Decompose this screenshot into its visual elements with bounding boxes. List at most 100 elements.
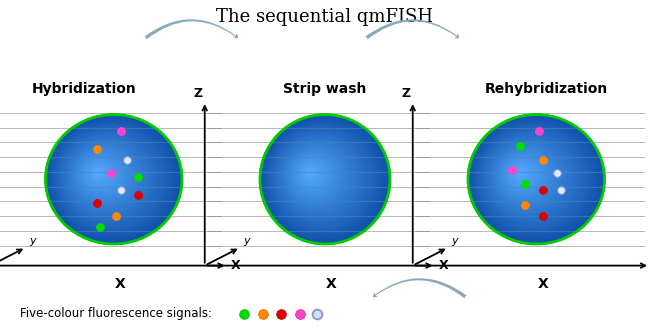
Ellipse shape	[307, 171, 311, 175]
Ellipse shape	[506, 158, 541, 191]
Ellipse shape	[270, 126, 374, 230]
Ellipse shape	[288, 148, 344, 203]
Ellipse shape	[83, 157, 120, 193]
Ellipse shape	[71, 143, 140, 208]
Ellipse shape	[296, 158, 330, 191]
Ellipse shape	[262, 117, 386, 241]
Text: y: y	[452, 236, 458, 246]
Ellipse shape	[60, 132, 157, 223]
Text: X: X	[231, 259, 240, 272]
Ellipse shape	[495, 145, 560, 207]
Ellipse shape	[267, 123, 378, 233]
Ellipse shape	[470, 117, 601, 241]
Text: y: y	[29, 236, 36, 246]
Ellipse shape	[302, 165, 319, 182]
Ellipse shape	[483, 132, 579, 223]
Ellipse shape	[294, 155, 333, 194]
Ellipse shape	[270, 127, 372, 228]
Ellipse shape	[511, 164, 532, 184]
Ellipse shape	[95, 171, 99, 175]
Ellipse shape	[66, 138, 148, 216]
Text: Hybridization: Hybridization	[32, 82, 137, 96]
Ellipse shape	[474, 122, 594, 235]
Ellipse shape	[280, 138, 358, 216]
Ellipse shape	[46, 116, 180, 242]
Ellipse shape	[91, 167, 105, 180]
Ellipse shape	[92, 168, 103, 178]
Ellipse shape	[94, 170, 101, 177]
Ellipse shape	[496, 146, 558, 205]
Ellipse shape	[90, 165, 108, 182]
Ellipse shape	[75, 148, 133, 203]
Text: Five-colour fluorescence signals:: Five-colour fluorescence signals:	[20, 307, 211, 320]
Text: Z: Z	[402, 87, 411, 100]
Ellipse shape	[300, 162, 323, 186]
Ellipse shape	[72, 145, 138, 207]
Ellipse shape	[81, 155, 123, 194]
Ellipse shape	[85, 160, 116, 189]
Ellipse shape	[298, 160, 328, 189]
Ellipse shape	[79, 152, 127, 198]
Ellipse shape	[64, 136, 150, 217]
Ellipse shape	[482, 130, 581, 225]
Ellipse shape	[70, 142, 142, 210]
Ellipse shape	[278, 136, 360, 217]
Ellipse shape	[292, 154, 335, 196]
Ellipse shape	[491, 140, 566, 212]
Ellipse shape	[45, 114, 182, 244]
Ellipse shape	[500, 151, 551, 200]
Ellipse shape	[514, 167, 528, 180]
Ellipse shape	[68, 140, 144, 212]
Ellipse shape	[53, 123, 170, 233]
Ellipse shape	[50, 120, 174, 237]
Ellipse shape	[504, 155, 545, 194]
Ellipse shape	[274, 132, 366, 223]
Text: Rehybridization: Rehybridization	[484, 82, 608, 96]
Ellipse shape	[512, 165, 530, 182]
Ellipse shape	[284, 143, 350, 208]
Text: X: X	[439, 259, 448, 272]
Text: Z: Z	[194, 87, 203, 100]
Ellipse shape	[55, 126, 165, 230]
Ellipse shape	[261, 116, 388, 242]
Ellipse shape	[515, 168, 526, 178]
Ellipse shape	[54, 124, 168, 232]
Ellipse shape	[305, 168, 315, 178]
Ellipse shape	[517, 171, 522, 175]
Ellipse shape	[304, 167, 317, 180]
Ellipse shape	[76, 149, 131, 202]
Ellipse shape	[478, 126, 588, 230]
Ellipse shape	[58, 129, 161, 226]
Ellipse shape	[298, 161, 325, 187]
Ellipse shape	[291, 152, 337, 198]
Ellipse shape	[502, 154, 547, 196]
Ellipse shape	[80, 154, 125, 196]
Ellipse shape	[484, 133, 577, 221]
Ellipse shape	[290, 151, 339, 200]
Ellipse shape	[475, 123, 592, 233]
Ellipse shape	[283, 142, 352, 210]
Ellipse shape	[277, 135, 362, 219]
Text: Strip wash: Strip wash	[283, 82, 367, 96]
Ellipse shape	[86, 161, 114, 187]
Ellipse shape	[62, 133, 155, 221]
Ellipse shape	[295, 157, 332, 193]
Ellipse shape	[47, 117, 178, 241]
Ellipse shape	[276, 133, 364, 221]
Ellipse shape	[49, 119, 176, 239]
Ellipse shape	[51, 122, 172, 235]
Ellipse shape	[272, 129, 370, 226]
Ellipse shape	[306, 170, 313, 177]
Ellipse shape	[287, 146, 346, 205]
Ellipse shape	[273, 130, 368, 225]
Ellipse shape	[88, 164, 110, 184]
Ellipse shape	[281, 140, 354, 212]
Ellipse shape	[501, 152, 549, 198]
Text: X: X	[326, 277, 337, 291]
Ellipse shape	[266, 122, 380, 235]
Ellipse shape	[73, 146, 135, 205]
Ellipse shape	[471, 119, 599, 239]
Ellipse shape	[467, 114, 605, 244]
Ellipse shape	[493, 143, 562, 208]
Ellipse shape	[63, 135, 153, 219]
